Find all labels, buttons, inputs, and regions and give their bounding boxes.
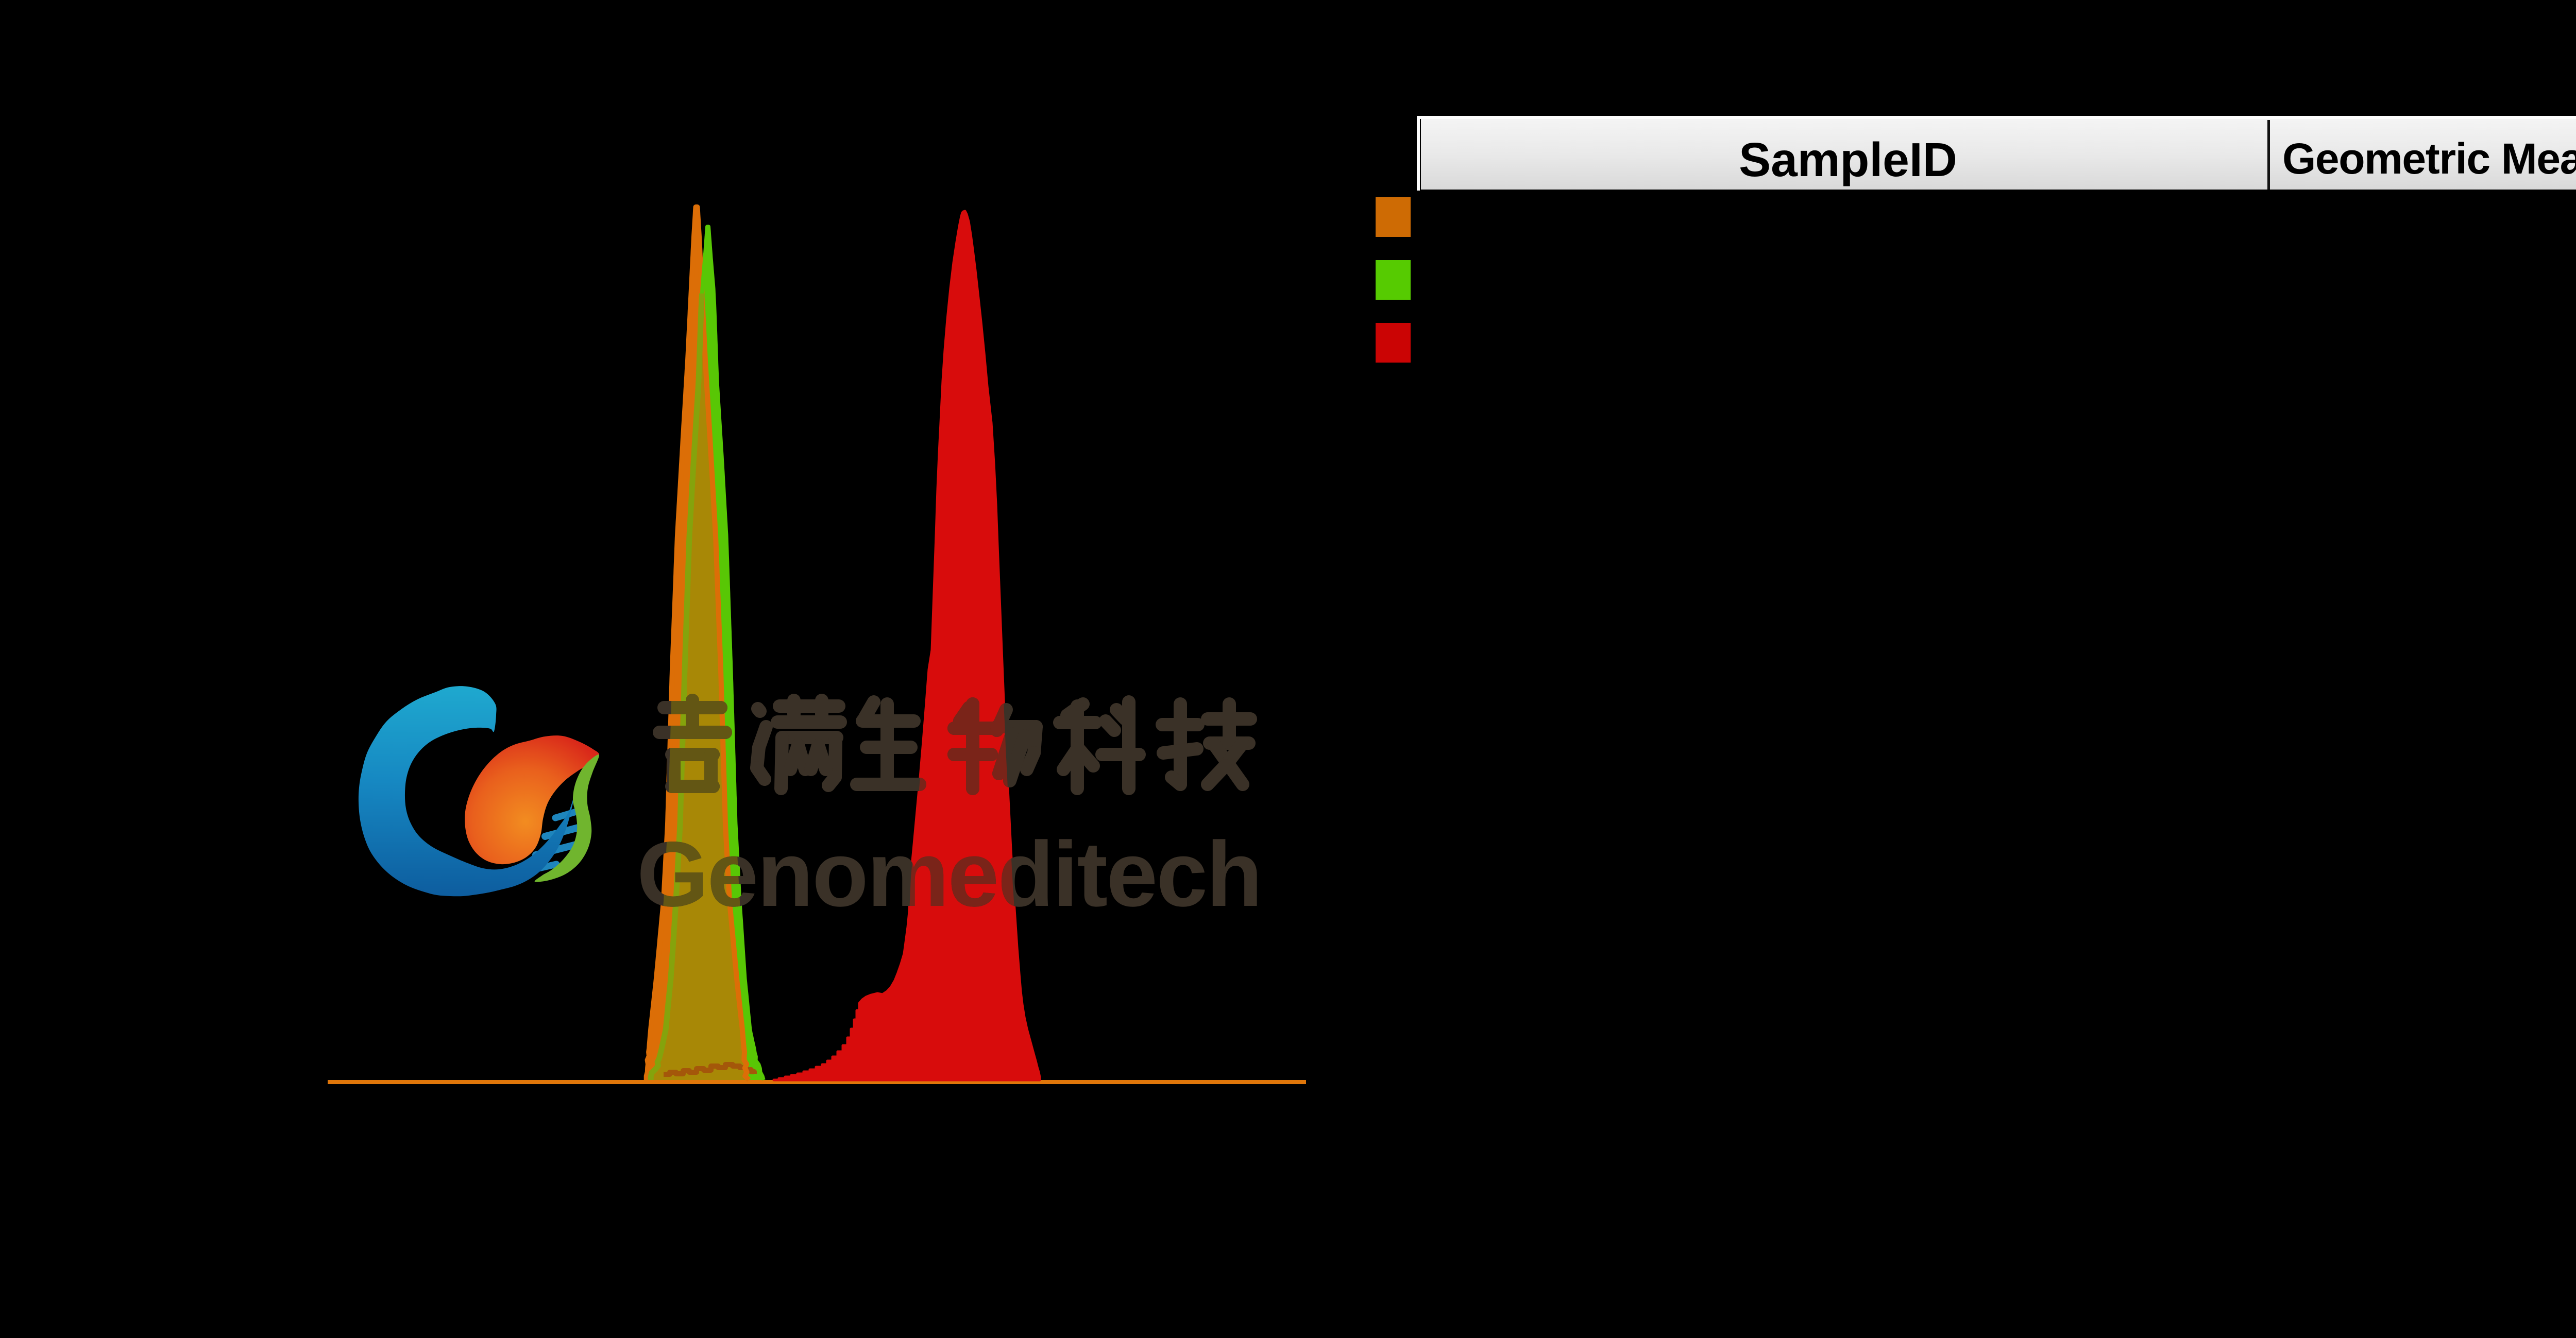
svg-text:SampleID: SampleID (1739, 133, 1957, 186)
svg-text:Geometric Mean : FL11-H: Geometric Mean : FL11-H (2282, 134, 2576, 183)
